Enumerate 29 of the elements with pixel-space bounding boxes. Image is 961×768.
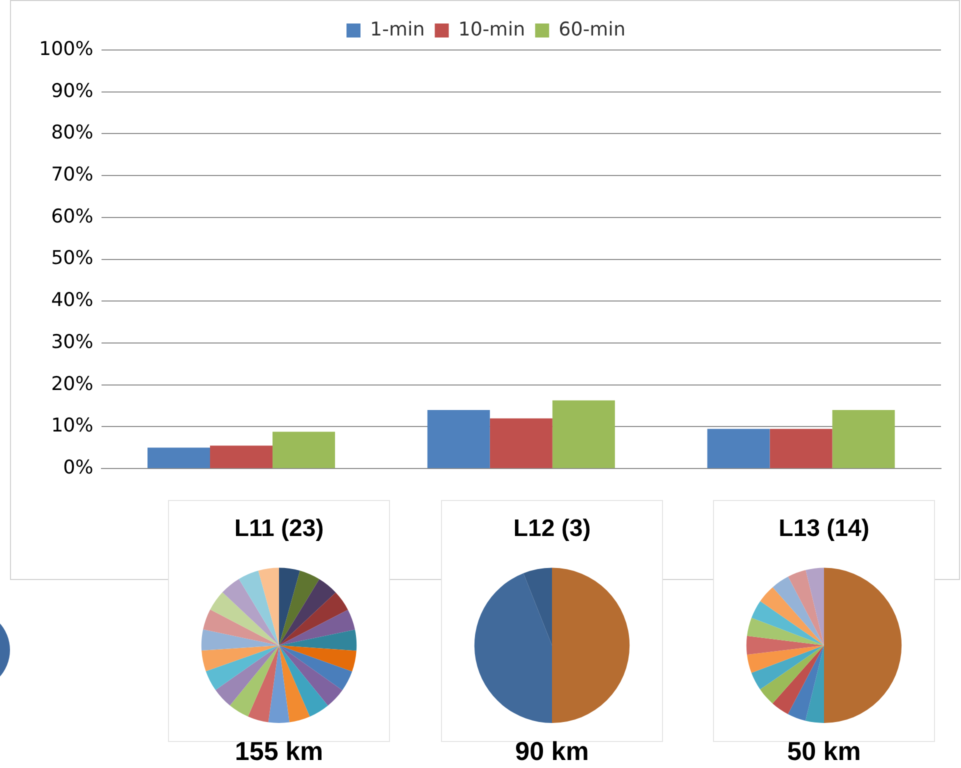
- chart-title: L13 (14): [778, 515, 870, 542]
- legend-label: 10-min: [458, 18, 526, 40]
- bar: [272, 432, 336, 468]
- legend-label: 60-min: [558, 18, 626, 40]
- y-tick-label: 70%: [51, 164, 94, 186]
- y-tick-label: 40%: [51, 289, 94, 312]
- bar: [552, 400, 615, 468]
- y-tick-label: 90%: [51, 80, 94, 102]
- y-tick-label: 10%: [51, 414, 94, 437]
- y-tick-label: 0%: [63, 456, 94, 479]
- chart-title: L12 (3): [513, 515, 591, 542]
- chart-title: L11 (23): [234, 515, 324, 542]
- y-tick-label: 20%: [51, 372, 94, 395]
- bar: [490, 418, 552, 468]
- bar: [427, 410, 490, 468]
- y-tick-label: 100%: [38, 38, 94, 60]
- y-tick-label: 30%: [51, 330, 94, 353]
- y-tick-label: 60%: [51, 205, 94, 228]
- bar: [832, 410, 895, 468]
- bar: [770, 428, 832, 468]
- text: 155 km: [234, 736, 324, 767]
- bar: [148, 448, 210, 468]
- bar: [707, 428, 770, 468]
- bar: [210, 446, 273, 468]
- text: 90 km: [514, 736, 590, 767]
- y-tick-label: 80%: [51, 122, 94, 144]
- text: 50 km: [786, 736, 862, 767]
- legend-label: 1-min: [370, 18, 425, 40]
- y-tick-label: 50%: [51, 247, 94, 270]
